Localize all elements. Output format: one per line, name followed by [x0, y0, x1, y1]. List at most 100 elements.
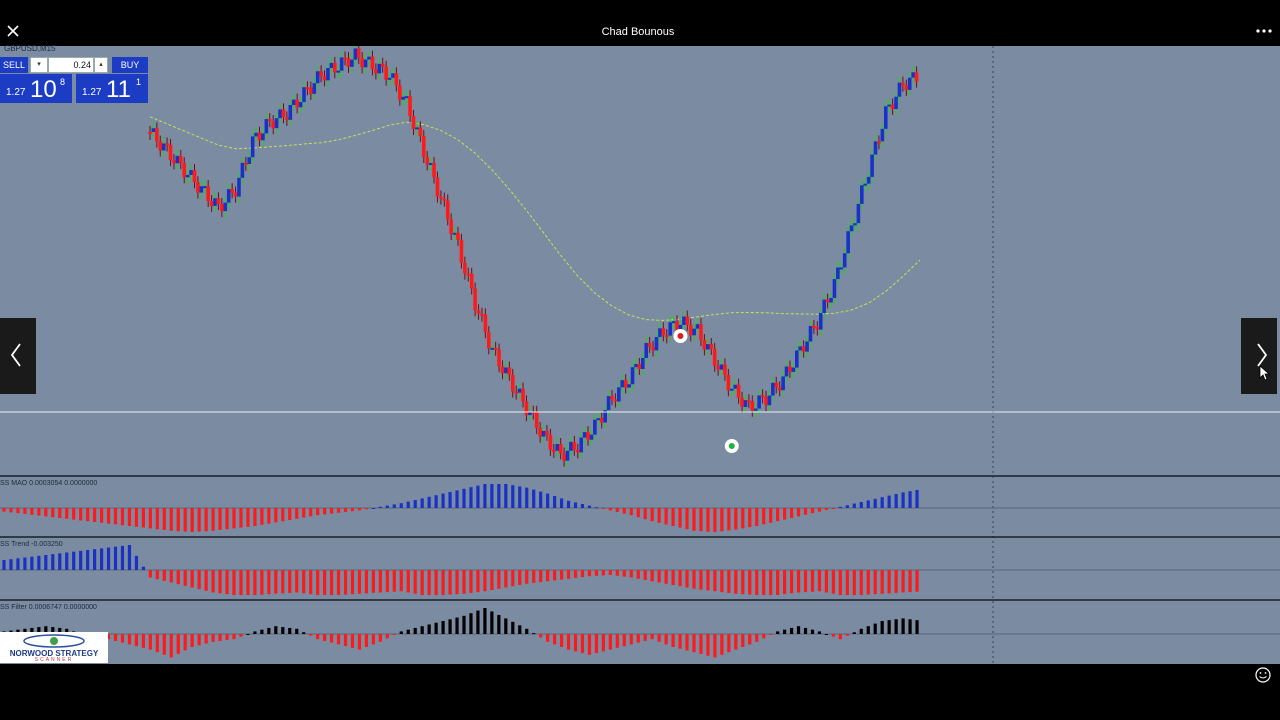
- histogram-bar-trend: [183, 570, 187, 586]
- candle-body: [582, 432, 587, 438]
- histogram-bar-trend: [267, 570, 271, 595]
- histogram-bar-mao: [720, 508, 724, 532]
- candle-body: [192, 170, 197, 183]
- histogram-bar-mao: [601, 508, 605, 509]
- candle-body: [675, 321, 679, 331]
- histogram-bar-trend: [789, 570, 794, 594]
- histogram-bar-trend: [859, 570, 863, 595]
- candle-body: [589, 434, 594, 440]
- histogram-bar-trend: [323, 570, 327, 595]
- histogram-bar-filter: [650, 634, 654, 640]
- histogram-bar-trend: [671, 570, 675, 585]
- sell-button[interactable]: SELL: [0, 57, 28, 73]
- histogram-bar-trend: [587, 570, 592, 577]
- price-chart[interactable]: [0, 46, 1280, 664]
- histogram-bar-mao: [37, 508, 41, 516]
- histogram-bar-mao: [559, 498, 564, 508]
- histogram-bar-filter: [713, 634, 717, 658]
- histogram-bar-mao: [434, 495, 438, 508]
- histogram-bar-mao: [525, 487, 529, 508]
- previous-button[interactable]: [0, 318, 36, 394]
- histogram-bar-filter: [113, 634, 118, 641]
- histogram-bar-mao: [880, 497, 884, 508]
- candle-body: [384, 66, 388, 80]
- histogram-bar-mao: [169, 508, 173, 531]
- logo-emblem-icon: [23, 634, 85, 648]
- histogram-bar-trend: [336, 570, 341, 595]
- histogram-bar-filter: [267, 627, 271, 634]
- histogram-bar-filter: [678, 634, 682, 649]
- candle-body: [278, 109, 282, 119]
- sell-quote[interactable]: 1.27 10 8: [0, 74, 72, 103]
- histogram-bar-mao: [483, 484, 487, 508]
- candle-body: [165, 143, 169, 146]
- histogram-bar-trend: [469, 570, 473, 593]
- histogram-bar-mao: [692, 508, 696, 531]
- histogram-bar-mao: [183, 508, 187, 532]
- candle-body: [189, 170, 193, 175]
- buy-quote[interactable]: 1.27 11 1: [76, 74, 148, 103]
- histogram-bar-filter: [295, 628, 299, 634]
- histogram-bar-filter: [915, 620, 919, 634]
- histogram-bar-trend: [99, 548, 104, 570]
- candle-body: [846, 231, 850, 254]
- histogram-bar-trend: [232, 570, 236, 595]
- candle-body: [298, 102, 303, 108]
- smiley-icon[interactable]: [1254, 666, 1272, 684]
- histogram-bar-filter: [288, 627, 292, 634]
- candle-body: [230, 189, 234, 193]
- candle-body: [220, 203, 224, 212]
- top-bar: Chad Bounous: [0, 0, 1280, 46]
- indicator-label-filter: SS Filter 0.0006747 0.0000000: [0, 604, 97, 611]
- histogram-bar-filter: [483, 608, 487, 634]
- histogram-bar-mao: [246, 508, 250, 527]
- histogram-bar-mao: [573, 502, 578, 508]
- candle-body: [240, 162, 245, 178]
- lot-size-input[interactable]: 0.24: [48, 57, 94, 73]
- histogram-bar-filter: [615, 634, 619, 648]
- candle-body: [356, 48, 361, 59]
- histogram-bar-mao: [643, 508, 647, 520]
- buy-button[interactable]: BUY: [112, 57, 148, 73]
- candle-body: [842, 253, 847, 268]
- histogram-bar-filter: [323, 634, 327, 641]
- more-icon[interactable]: [1252, 24, 1276, 38]
- histogram-bar-filter: [880, 621, 884, 634]
- candle-body: [798, 346, 803, 351]
- histogram-bar-trend: [169, 570, 173, 583]
- histogram-bar-filter: [587, 634, 592, 655]
- histogram-bar-filter: [23, 628, 27, 634]
- lot-stepper[interactable]: ▴: [94, 57, 108, 73]
- histogram-bar-trend: [385, 570, 389, 593]
- close-icon[interactable]: [4, 22, 22, 40]
- histogram-bar-trend: [316, 570, 320, 595]
- histogram-bar-trend: [343, 570, 348, 595]
- candle-body: [586, 432, 590, 440]
- histogram-bar-filter: [671, 634, 675, 647]
- candle-body: [565, 450, 570, 461]
- candle-body: [401, 96, 406, 100]
- histogram-bar-trend: [65, 552, 69, 570]
- histogram-bar-trend: [448, 570, 452, 595]
- lot-dropdown-button[interactable]: ▾: [30, 57, 48, 73]
- histogram-bar-filter: [120, 634, 125, 643]
- candle-body: [213, 198, 217, 206]
- histogram-bar-trend: [518, 570, 522, 585]
- sell-quote-pips: 10: [30, 76, 57, 103]
- histogram-bar-trend: [357, 570, 362, 594]
- histogram-bar-mao: [343, 508, 348, 512]
- histogram-bar-filter: [817, 631, 822, 634]
- histogram-bar-mao: [817, 508, 822, 512]
- candle-body: [339, 57, 344, 71]
- histogram-bar-filter: [211, 634, 215, 642]
- histogram-bar-trend: [504, 570, 508, 588]
- histogram-bar-filter: [859, 628, 863, 634]
- next-button[interactable]: [1241, 318, 1277, 394]
- candle-body: [463, 262, 467, 274]
- histogram-bar-filter: [539, 634, 543, 638]
- histogram-bar-filter: [239, 634, 243, 637]
- candle-body: [531, 411, 536, 414]
- one-click-trade-panel: SELL ▾ 0.24 ▴ BUY 1.27 10 8 1.27 11 1: [0, 57, 148, 103]
- histogram-bar-trend: [406, 570, 410, 593]
- histogram-bar-filter: [148, 634, 152, 650]
